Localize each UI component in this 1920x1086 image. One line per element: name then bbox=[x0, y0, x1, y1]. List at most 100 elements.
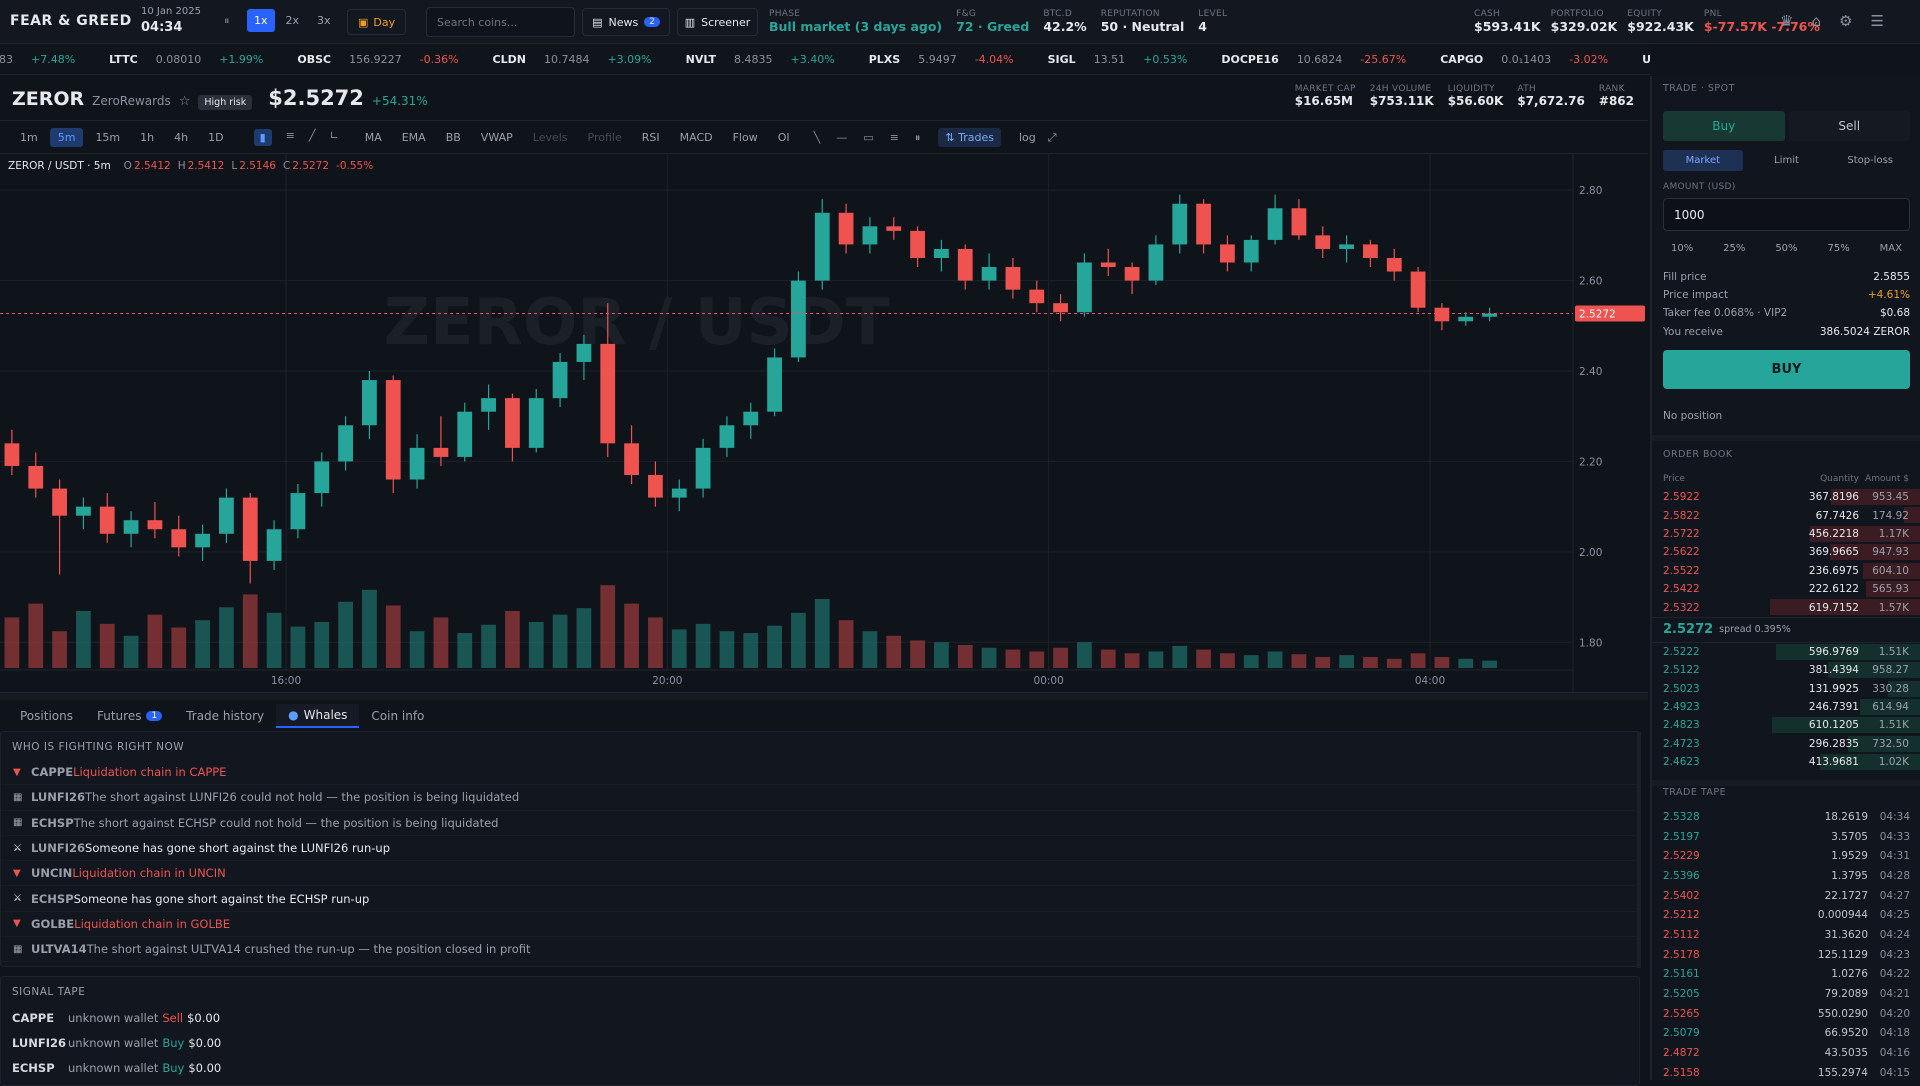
volume-bar bbox=[1243, 655, 1259, 668]
screener-button[interactable]: ▥ Screener bbox=[677, 8, 758, 36]
tape-qty: 18.2619 bbox=[1824, 810, 1868, 823]
preset-button[interactable]: 25% bbox=[1723, 243, 1746, 254]
indicator-button[interactable]: MA bbox=[364, 131, 382, 144]
book-price: 2.5522 bbox=[1663, 564, 1700, 577]
book-qty: 236.6975 bbox=[1808, 564, 1859, 577]
amount-input[interactable]: 1000 bbox=[1663, 198, 1910, 231]
indicator-button[interactable]: Flow bbox=[732, 131, 758, 144]
side-tab[interactable]: Sell bbox=[1788, 111, 1910, 141]
indicator-group: MA EMA BB VWAP Levels Profile RSI MACD Flow OI bbox=[357, 128, 798, 147]
book-amount: 1.02K bbox=[1878, 756, 1909, 769]
indicator-button[interactable]: OI bbox=[777, 131, 790, 144]
ticker-change: +3.40% bbox=[790, 53, 835, 66]
coin-price: $2.5272 bbox=[268, 86, 364, 110]
home-icon[interactable]: ⌂ bbox=[1811, 12, 1821, 30]
interval-button[interactable]: 1m bbox=[20, 131, 38, 144]
preset-button[interactable]: 50% bbox=[1775, 243, 1798, 254]
tab[interactable]: Coin info bbox=[359, 704, 436, 728]
preset-button[interactable]: 10% bbox=[1671, 243, 1694, 254]
event-icon: ▦ bbox=[13, 791, 23, 803]
indicator-button[interactable]: VWAP bbox=[480, 131, 513, 144]
tab[interactable]: ● Whales bbox=[276, 704, 360, 728]
interval-button[interactable]: 15m bbox=[95, 131, 121, 144]
whale-event: ⚔ LUNFI26 Someone has gone short against t… bbox=[1, 836, 1637, 862]
indicator-button[interactable]: RSI bbox=[641, 131, 660, 144]
summary-label: Price impact bbox=[1663, 289, 1729, 302]
book-row: 2.5922 367.8196 953.45 bbox=[1652, 488, 1920, 506]
tape-price: 2.5328 bbox=[1663, 810, 1700, 823]
indicator-button[interactable]: Levels bbox=[532, 131, 568, 144]
indicator-button[interactable]: MACD bbox=[679, 131, 713, 144]
search-input[interactable]: Search coins... bbox=[426, 7, 575, 37]
tape-price: 2.5112 bbox=[1663, 928, 1700, 941]
candle-body bbox=[290, 493, 306, 530]
order-type-tab[interactable]: Stop-loss bbox=[1847, 155, 1894, 166]
tab[interactable]: Positions bbox=[8, 704, 85, 728]
hline-tool[interactable]: — bbox=[836, 130, 848, 144]
ohlc-item: O 2.5412 bbox=[124, 160, 171, 172]
coin-stat-label: ATH bbox=[1517, 84, 1536, 94]
stat-label: REPUTATION bbox=[1100, 9, 1160, 19]
book-qty: 131.9925 bbox=[1808, 682, 1859, 695]
speed-button[interactable]: 1x bbox=[247, 9, 275, 32]
ticker-symbol: SIGL bbox=[1047, 53, 1076, 66]
depth-bar bbox=[1827, 662, 1920, 679]
indicator-button[interactable]: EMA bbox=[401, 131, 426, 144]
settings-icon[interactable]: ⚙ bbox=[1838, 12, 1853, 30]
tape-row: 2.5112 31.3620 04:24 bbox=[1663, 925, 1910, 945]
volume-bar bbox=[171, 627, 187, 668]
corner-tool[interactable]: ∟ bbox=[329, 129, 339, 142]
whales-list: ▼ CAPPE Liquidation chain in CAPPE ▦ LUNFI26… bbox=[1, 760, 1637, 963]
day-button[interactable]: ▣ Day bbox=[347, 9, 407, 35]
speed-button[interactable]: 3x bbox=[317, 14, 331, 27]
interval-button[interactable]: 1D bbox=[208, 131, 224, 144]
pause-tool[interactable]: ⏸ bbox=[914, 130, 921, 144]
tab[interactable]: Trade history bbox=[174, 704, 276, 728]
interval-button[interactable]: 1h bbox=[140, 131, 155, 144]
interval-button[interactable]: 5m bbox=[49, 128, 84, 147]
candle-body bbox=[338, 425, 353, 462]
order-type-tab[interactable]: Limit bbox=[1774, 155, 1799, 166]
speed-button[interactable]: 2x bbox=[285, 14, 300, 27]
divider bbox=[1652, 435, 1920, 441]
event-ticker: ECHSP bbox=[31, 815, 74, 830]
preset-button[interactable]: 75% bbox=[1827, 243, 1850, 254]
candle-body bbox=[99, 506, 115, 534]
log-toggle[interactable]: log bbox=[1018, 131, 1036, 144]
trend-tool[interactable]: ╲ bbox=[813, 130, 821, 144]
buy-button[interactable]: BUY bbox=[1663, 350, 1910, 389]
interval-button[interactable]: 4h bbox=[174, 131, 189, 144]
preset-button[interactable]: MAX bbox=[1879, 243, 1902, 254]
bars-type-button[interactable]: ≡ bbox=[285, 129, 295, 142]
pause-button[interactable]: ⏸ bbox=[224, 14, 230, 27]
candle-type-button[interactable]: ▮ bbox=[253, 129, 272, 146]
summary-row: Taker fee 0.068% · VIP2 $0.68 bbox=[1663, 304, 1910, 322]
tape-price: 2.5205 bbox=[1663, 988, 1700, 1001]
order-type-tab[interactable]: Market bbox=[1663, 150, 1743, 171]
trophy-icon[interactable]: ♛ bbox=[1780, 12, 1794, 30]
favorite-star[interactable]: ☆ bbox=[178, 94, 191, 109]
line-tool[interactable]: ╱ bbox=[308, 129, 316, 142]
volume-bar bbox=[52, 631, 67, 668]
volume-bar bbox=[290, 626, 306, 668]
fullscreen-button[interactable]: ⤢ bbox=[1047, 130, 1057, 144]
indicator-button[interactable]: BB bbox=[445, 131, 461, 144]
depth-bar bbox=[1809, 525, 1920, 542]
rect-tool[interactable]: ▭ bbox=[863, 130, 874, 144]
menu-icon[interactable]: ☰ bbox=[1870, 12, 1884, 30]
signal-row: CAPPE unknown wallet Sell $0.00 bbox=[12, 1005, 221, 1030]
y-tick-label: 2.20 bbox=[1579, 456, 1602, 468]
tab[interactable]: Futures 1 bbox=[85, 704, 174, 728]
news-button[interactable]: ▤ News 2 bbox=[582, 8, 670, 36]
splitter[interactable] bbox=[0, 692, 1648, 700]
candle-body bbox=[171, 529, 187, 548]
trades-toggle[interactable]: ⇅ Trades bbox=[938, 128, 1001, 147]
depth-bar bbox=[1903, 507, 1920, 524]
summary-row: Fill price 2.5855 bbox=[1663, 268, 1910, 286]
tape-qty: 1.0276 bbox=[1831, 968, 1868, 981]
fib-tool[interactable]: ≡ bbox=[889, 130, 899, 144]
indicator-button[interactable]: Profile bbox=[587, 131, 622, 144]
side-tab[interactable]: Buy bbox=[1663, 111, 1785, 141]
order-book: Price Quantity Amount $ 2.5922 367.8196 953.4… bbox=[1652, 470, 1920, 771]
